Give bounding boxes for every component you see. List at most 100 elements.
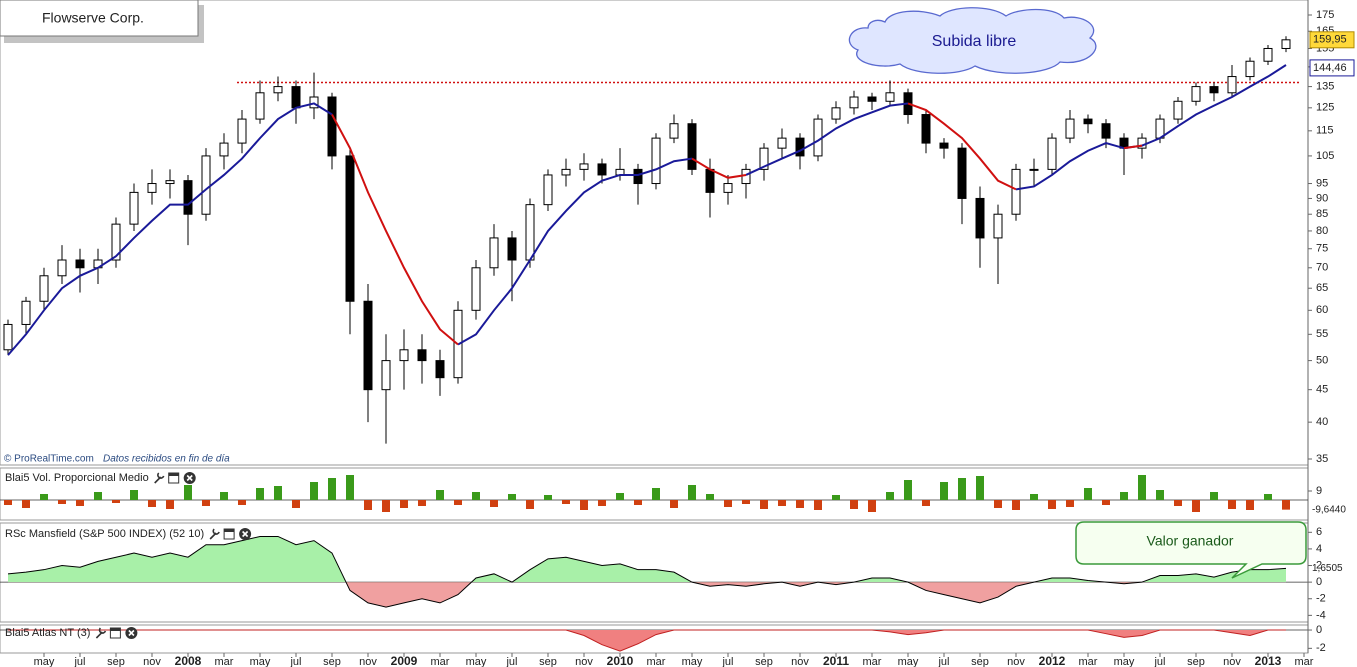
volume-bar (1084, 488, 1092, 500)
ma-line (331, 102, 1143, 346)
volume-bar (418, 500, 426, 506)
candle-body (111, 223, 121, 261)
volume-bar (1264, 494, 1272, 500)
callout (1075, 521, 1307, 579)
y-tick-label: -2 (1316, 642, 1326, 654)
y-tick-label: -4 (1316, 609, 1326, 621)
ma-line (7, 64, 1287, 356)
candle-body (129, 191, 139, 225)
candle-body (1011, 168, 1021, 215)
annotation-text: Subida libre (932, 33, 1017, 50)
volume-bar (922, 500, 930, 506)
candle-body (1101, 123, 1111, 139)
x-tick-label: mar (1079, 656, 1098, 667)
candle-body (939, 142, 949, 149)
candle-body (381, 360, 391, 391)
candle-body (1227, 76, 1237, 94)
volume-bar (904, 480, 912, 500)
volume-bar (1120, 492, 1128, 500)
panel-title: Blai5 Vol. Proporcional Medio (5, 472, 149, 484)
x-tick-label: nov (359, 656, 377, 667)
candle-body (633, 168, 643, 185)
volume-bar (742, 500, 750, 504)
volume-bar (346, 475, 354, 500)
x-tick-label: jul (505, 656, 517, 667)
volume-bar (634, 500, 642, 505)
area-line (8, 629, 1286, 652)
volume-bar (166, 500, 174, 509)
volume-bar (544, 495, 552, 500)
volume-bar (382, 500, 390, 512)
volume-bar (292, 500, 300, 508)
y-tick-label: 9 (1316, 485, 1322, 497)
settings-icon (154, 472, 165, 484)
price-plot (3, 36, 1300, 444)
candle-body (525, 204, 535, 261)
candle-body (363, 300, 373, 391)
volume-bar (796, 500, 804, 508)
volume-bar (1156, 490, 1164, 500)
volume-bar (1138, 475, 1146, 500)
volume-bar (1030, 494, 1038, 500)
price-label-box (1309, 59, 1355, 77)
volume-bar (130, 490, 138, 500)
y-tick-label: 50 (1316, 355, 1328, 367)
volume-bar (1282, 500, 1290, 510)
candle-body (57, 259, 67, 277)
candle-body (1281, 39, 1291, 49)
volume-bar (1228, 500, 1236, 509)
candle-body (705, 168, 715, 193)
x-tick-label: nov (791, 656, 809, 667)
x-tick-label: sep (323, 656, 341, 667)
candle-body (723, 183, 733, 193)
y-tick-label: -2 (1316, 593, 1326, 605)
candle-body (975, 197, 985, 239)
candle-body (399, 349, 409, 362)
x-tick-label: sep (971, 656, 989, 667)
candle-body (471, 267, 481, 311)
y-tick-label: 75 (1316, 243, 1328, 255)
price-label: 159,95 (1313, 34, 1347, 46)
price-label-box (1309, 31, 1355, 49)
volume-bar (220, 492, 228, 500)
volume-bar (148, 500, 156, 507)
candle-body (561, 168, 571, 176)
area-fill (8, 536, 1286, 583)
callout-text: Valor ganador (1147, 533, 1234, 549)
y-tick-label: 125 (1316, 102, 1334, 114)
candle-body (507, 237, 517, 261)
candle-body (1263, 47, 1273, 62)
x-tick-label: 2013 (1255, 654, 1282, 667)
volume-bar (256, 488, 264, 500)
candle-body (21, 300, 31, 325)
x-tick-label: nov (575, 656, 593, 667)
y-tick-label: 45 (1316, 384, 1328, 396)
candle-body (759, 147, 769, 170)
x-tick-label: jul (937, 656, 949, 667)
candle-body (489, 237, 499, 269)
x-tick-label: may (682, 656, 703, 667)
volume-bar (22, 500, 30, 508)
x-tick-label: sep (107, 656, 125, 667)
candle-body (957, 147, 967, 199)
x-tick-label: mar (1295, 656, 1314, 667)
y-tick-label: 60 (1316, 304, 1328, 316)
area-line (7, 535, 1287, 608)
x-tick-label: 2010 (607, 654, 634, 667)
x-tick-label: may (34, 656, 55, 667)
candle-body (435, 360, 445, 379)
volume-bar (40, 494, 48, 500)
x-tick-label: nov (1007, 656, 1025, 667)
volume-bar (328, 478, 336, 500)
candle-body (219, 142, 229, 157)
x-tick-label: mar (647, 656, 666, 667)
x-tick-label: may (250, 656, 271, 667)
candle-body (849, 96, 859, 109)
volume-bar (598, 500, 606, 506)
volume-bar (562, 500, 570, 504)
x-tick-label: mar (863, 656, 882, 667)
volume-bar (940, 482, 948, 500)
volume-bar (1210, 492, 1218, 500)
volume-bar (580, 500, 588, 510)
volume-bar (1192, 500, 1200, 512)
